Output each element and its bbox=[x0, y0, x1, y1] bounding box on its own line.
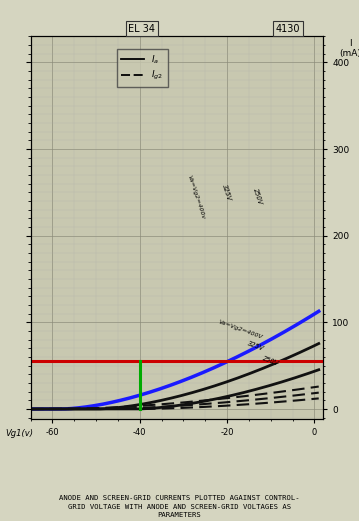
Text: I
(mA): I (mA) bbox=[339, 39, 359, 58]
Text: Va=Vg2=400V: Va=Vg2=400V bbox=[217, 319, 263, 340]
Text: 325V: 325V bbox=[222, 183, 233, 202]
Text: ANODE AND SCREEN-GRID CURRENTS PLOTTED AGAINST CONTROL-
GRID VOLTAGE WITH ANODE : ANODE AND SCREEN-GRID CURRENTS PLOTTED A… bbox=[59, 495, 300, 518]
Text: Vg1(v): Vg1(v) bbox=[6, 429, 34, 438]
Text: 4130: 4130 bbox=[276, 24, 300, 34]
Text: 250V: 250V bbox=[262, 356, 280, 367]
Text: EL 34: EL 34 bbox=[128, 24, 155, 34]
Text: 250V: 250V bbox=[252, 188, 263, 206]
Text: 325V: 325V bbox=[246, 340, 265, 352]
Legend: $I_a$, $I_{g2}$: $I_a$, $I_{g2}$ bbox=[117, 48, 168, 87]
Text: Va=Vg2=400v: Va=Vg2=400v bbox=[187, 174, 206, 219]
